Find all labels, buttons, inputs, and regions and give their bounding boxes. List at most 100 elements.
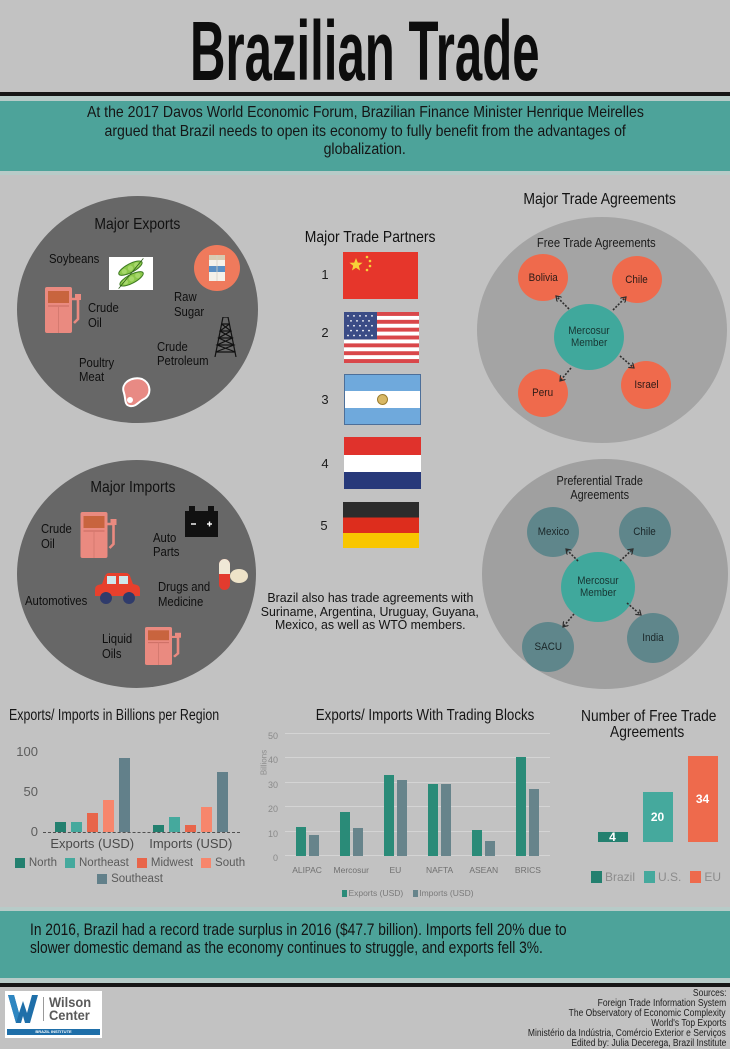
- label-line: Oil: [41, 536, 55, 551]
- bar-southeast-imports-usd: [217, 772, 229, 832]
- partner-node-chile: Chile: [612, 256, 662, 303]
- germany-flag-icon: [343, 502, 419, 548]
- node-label: Mexico: [537, 526, 569, 538]
- legend-swatch: [97, 874, 108, 884]
- node-label: Chile: [625, 273, 649, 286]
- node-label: SACU: [534, 641, 562, 653]
- gas-pump-icon: [145, 627, 181, 665]
- x-category-label: Imports (USD): [149, 836, 233, 851]
- label-line: Poultry: [79, 355, 115, 370]
- chart-title-text: Agreements: [610, 724, 685, 741]
- import-label-liquid-oils: Liquid Oils: [102, 631, 137, 661]
- bar-north-exports-usd: [54, 821, 66, 832]
- label-line: Drugs and: [158, 579, 211, 594]
- summary-text: In 2016, Brazil had a record trade surpl…: [30, 921, 692, 956]
- mercosur-member-node: Mercosur Member: [561, 552, 635, 622]
- note-line: Mexico, as well as WTO members.: [274, 617, 466, 633]
- partner-node-israel: Israel: [621, 361, 671, 409]
- legend-item-exports-usd: Exports (USD): [342, 888, 403, 898]
- node-label: Member: [579, 587, 617, 599]
- trading-blocks-chart-title: Exports/ Imports With Trading Blocks: [298, 707, 535, 724]
- partner-rank: 1: [321, 267, 329, 282]
- import-label-auto-parts: Auto Parts: [153, 531, 183, 559]
- note-line: Brazil also has trade agreements with: [267, 590, 473, 605]
- footer-divider: [0, 983, 730, 987]
- bar-value-label: 34: [695, 792, 710, 807]
- bar-value-eu: 34: [687, 756, 718, 842]
- partner-node-india: India: [627, 613, 679, 663]
- legend-swatch: [413, 889, 419, 897]
- legend-label: Exports (USD): [348, 888, 404, 898]
- subsection-title-text: Free Trade Agreements: [536, 235, 656, 250]
- legend-item-imports-usd: Imports (USD): [413, 888, 474, 898]
- label-line: Sugar: [174, 304, 205, 319]
- gridline: [285, 781, 550, 783]
- legend-label: Southeast: [111, 873, 163, 885]
- partner-node-sacu: SACU: [522, 622, 574, 672]
- legend-swatch: [590, 871, 602, 883]
- region-chart-plot: 0 50 100 Exports (USD) Imports (USD): [16, 744, 240, 851]
- bar-south-imports-usd: [201, 807, 213, 832]
- gridline: [285, 855, 550, 856]
- page-title-text: Brazilian Trade: [190, 4, 540, 98]
- partner-node-chile: Chile: [619, 507, 671, 557]
- legend-swatch: [690, 871, 702, 883]
- gas-pump-icon: [80, 512, 117, 558]
- y-tick-label: 100: [16, 744, 38, 759]
- bar-value-u-s: 20: [642, 791, 673, 842]
- trading-blocks-chart-plot: 0 10 20 30 40 50 ALIPAC Mercosur EU NAFTA ASEAN BRI…: [268, 731, 550, 875]
- oil-derrick-icon: [214, 317, 237, 357]
- summary-line: In 2016, Brazil had a record trade surpl…: [30, 920, 567, 939]
- free-trade-title: Free Trade Agreements: [496, 235, 696, 250]
- label-line: Oils: [102, 646, 122, 661]
- bar-imports-usd-eu: [396, 780, 407, 856]
- major-exports-title: Major Exports: [37, 216, 237, 234]
- legend-swatch: [342, 889, 348, 897]
- x-category-label: Mercosur: [333, 865, 369, 875]
- label-line: Crude: [41, 521, 72, 536]
- intro-band: [0, 101, 730, 171]
- logo-line: Wilson: [49, 994, 92, 1010]
- wilson-w-icon: [8, 995, 38, 1023]
- bar-imports-usd-alipac: [308, 835, 319, 856]
- intro-line: At the 2017 Davos World Economic Forum, …: [86, 104, 644, 121]
- partner-node-bolivia: Bolivia: [518, 254, 568, 301]
- partner-rank: 5: [320, 518, 328, 533]
- car-icon: [95, 573, 140, 604]
- partner-rank: 3: [321, 392, 329, 407]
- legend-label: Brazil: [604, 870, 635, 884]
- bar-southeast-exports-usd: [118, 757, 130, 832]
- logo-wordmark: Wilson Center: [49, 994, 95, 1022]
- x-category-label: Exports (USD): [50, 836, 135, 851]
- logo-sub-bar: BRAZIL INSTITUTE: [7, 1029, 100, 1035]
- source-line: Edited by: Julia Decerega, Brazil Instit…: [571, 1038, 726, 1049]
- region-chart-title: Exports/ Imports in Billions per Region: [9, 707, 272, 724]
- legend-item-north: North: [14, 857, 57, 869]
- legend-item-eu: EU: [690, 870, 721, 884]
- divider-strip: [0, 907, 730, 911]
- usa-flag-icon: [344, 312, 419, 363]
- legend-label: Imports (USD): [419, 888, 474, 898]
- label-line: Automotives: [25, 593, 88, 608]
- source-line: Sources:: [692, 988, 726, 999]
- legend-swatch: [201, 858, 212, 868]
- x-category-label: BRICS: [514, 865, 541, 875]
- fta-chart-title: Number of Free Trade Agreements: [570, 709, 725, 741]
- node-label: Member: [570, 337, 608, 349]
- import-label-automotives: Automotives: [25, 593, 97, 608]
- legend-item-midwest: Midwest: [136, 857, 193, 869]
- bar-midwest-imports-usd: [185, 824, 197, 832]
- legend-swatch: [644, 871, 655, 883]
- intro-text: At the 2017 Davos World Economic Forum, …: [0, 104, 730, 160]
- bar-exports-usd-mercosur: [339, 812, 350, 856]
- label-line: Auto: [153, 530, 177, 545]
- bar-north-imports-usd: [153, 824, 165, 832]
- gridline: [285, 757, 550, 759]
- bar-value-label: 4: [609, 829, 616, 844]
- chart-title-text: Number of Free Trade: [581, 708, 717, 725]
- legend-item-northeast: Northeast: [65, 857, 129, 869]
- bar-imports-usd-nafta: [441, 784, 452, 856]
- divider-strip: [0, 978, 730, 983]
- x-category-label: NAFTA: [425, 865, 454, 875]
- label-line: Medicine: [158, 594, 204, 609]
